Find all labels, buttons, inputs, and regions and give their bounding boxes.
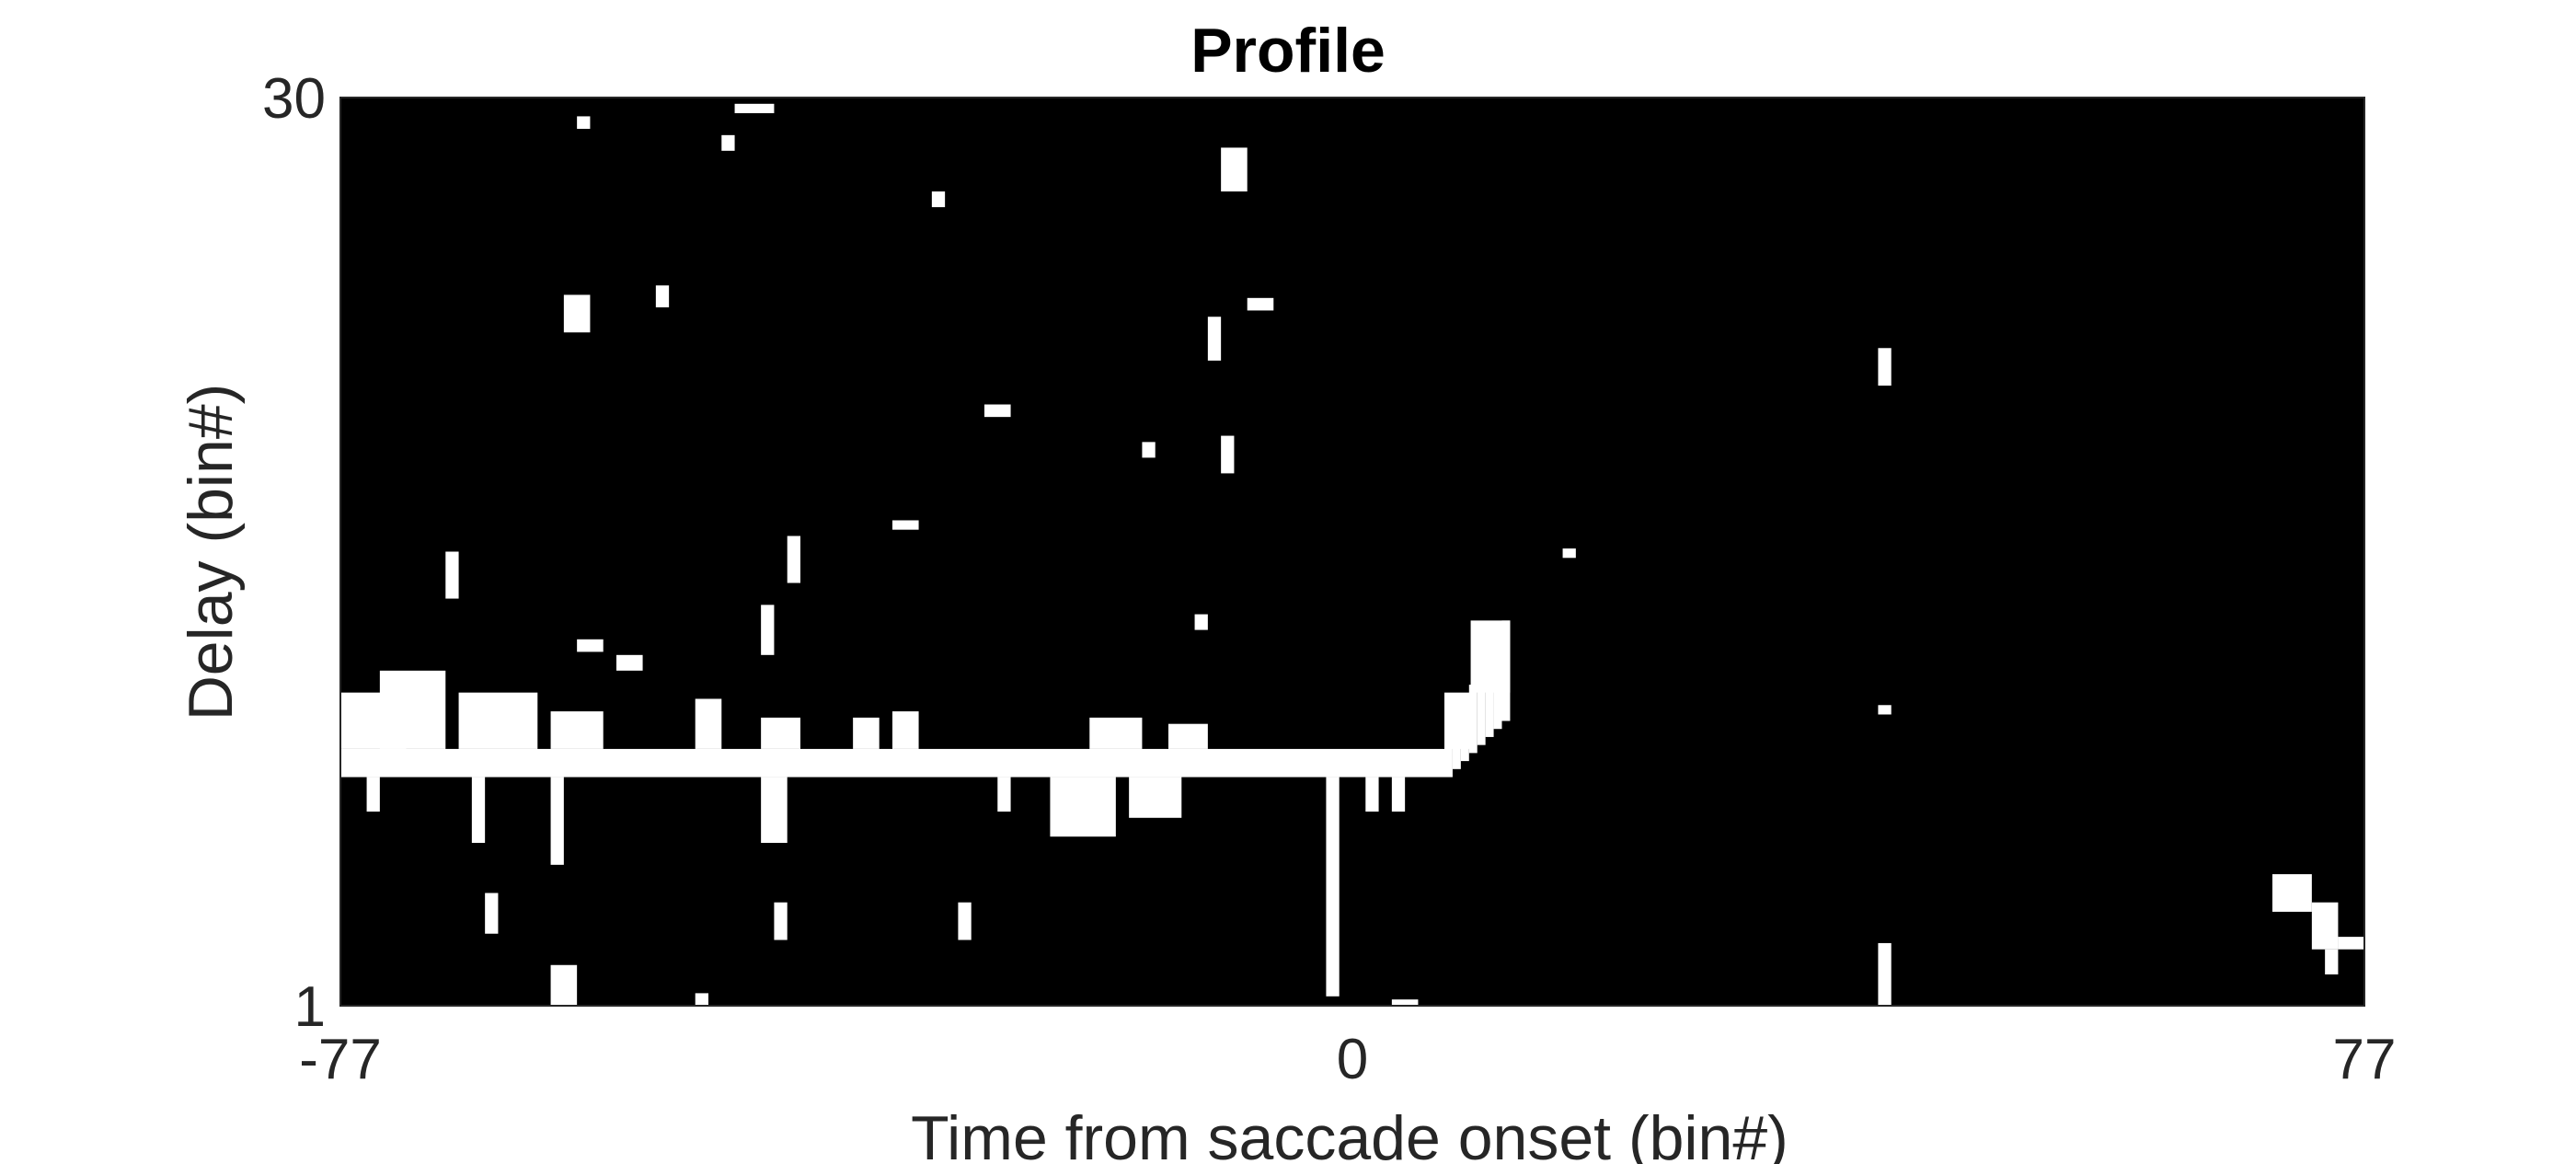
x-tick-label: 77 [2333, 1028, 2397, 1091]
heatmap-cell [761, 777, 788, 844]
heatmap-cell [1391, 999, 1419, 1006]
heatmap-cell [1194, 614, 1208, 630]
heatmap-cell [366, 777, 380, 812]
heatmap-cell [1878, 348, 1892, 386]
x-axis-label: Time from saccade onset (bin#) [911, 1103, 1788, 1164]
heatmap-band-rise-cell [1477, 668, 1486, 745]
heatmap-band-rise-cell [1468, 685, 1478, 754]
y-tick-label: 1 [294, 975, 326, 1039]
heatmap-cell [734, 103, 775, 114]
heatmap-cell [1168, 723, 1208, 749]
heatmap-cell [1221, 435, 1235, 474]
heatmap-cell [2272, 874, 2312, 912]
heatmap-cell [1878, 705, 1892, 715]
heatmap-band-rise-cell [1485, 652, 1494, 737]
heatmap-cell [616, 654, 643, 671]
heatmap-cell [458, 692, 538, 749]
heatmap-cell [1444, 692, 1471, 749]
heatmap-cell [379, 670, 446, 749]
y-axis-label: Delay (bin#) [176, 384, 246, 721]
heatmap-cell [787, 536, 800, 583]
heatmap-cell [563, 294, 591, 333]
heatmap-cell [1470, 620, 1511, 693]
heatmap-cell [1391, 777, 1406, 812]
heatmap-cell [1221, 147, 1248, 192]
heatmap-cell [774, 902, 788, 940]
heatmap-cell [721, 134, 735, 151]
heatmap-cell [2311, 902, 2339, 950]
heatmap-cell [1207, 317, 1222, 361]
x-tick-label: -77 [299, 1028, 382, 1091]
heatmap-cell [1562, 548, 1576, 559]
heatmap-cell [485, 893, 499, 934]
heatmap-background [340, 98, 2364, 1006]
heatmap-cell [550, 711, 604, 749]
heatmap-cell [1089, 717, 1143, 749]
heatmap-cell [2338, 937, 2364, 950]
heatmap-cell [892, 520, 919, 530]
heatmap-cell [1050, 777, 1116, 837]
heatmap-cell [892, 711, 919, 749]
heatmap-cell [471, 777, 486, 844]
heatmap-cell [1247, 297, 1274, 311]
heatmap-cell [1878, 942, 1892, 1006]
chart-title: Profile [1190, 16, 1386, 86]
heatmap-cell [1129, 777, 1182, 818]
heatmap-cell [655, 285, 670, 308]
heatmap-cell [445, 551, 459, 599]
x-tick-labels: -77 0 77 [299, 1028, 2396, 1091]
heatmap-main-band [340, 748, 1444, 778]
heatmap-cell [997, 777, 1011, 812]
heatmap-cell [1365, 777, 1379, 812]
x-tick-label: 0 [1337, 1028, 1368, 1091]
heatmap-cell [695, 993, 708, 1006]
heatmap-cell [984, 404, 1011, 418]
heatmap-cell [550, 777, 564, 865]
heatmap-cells [340, 103, 2364, 1006]
heatmap-band-rise-cell [1444, 732, 1453, 778]
heatmap-cell [761, 717, 800, 749]
y-tick-labels: 1 30 [262, 67, 326, 1039]
axes-frame [339, 97, 2365, 1007]
heatmap-cell [853, 717, 880, 749]
heatmap-cell [577, 116, 591, 130]
heatmap-cell [695, 698, 722, 749]
heatmap-cell [550, 964, 578, 1006]
y-tick-label: 30 [262, 67, 326, 131]
heatmap-cell [761, 605, 775, 655]
heatmap-cell [931, 191, 946, 208]
heatmap-cell [1142, 442, 1156, 458]
heatmap-cell [1326, 777, 1340, 997]
heatmap-cell [2325, 949, 2339, 974]
plot-area [339, 97, 2365, 1007]
heatmap-cell [958, 902, 972, 940]
heatmap-cell [577, 639, 604, 652]
